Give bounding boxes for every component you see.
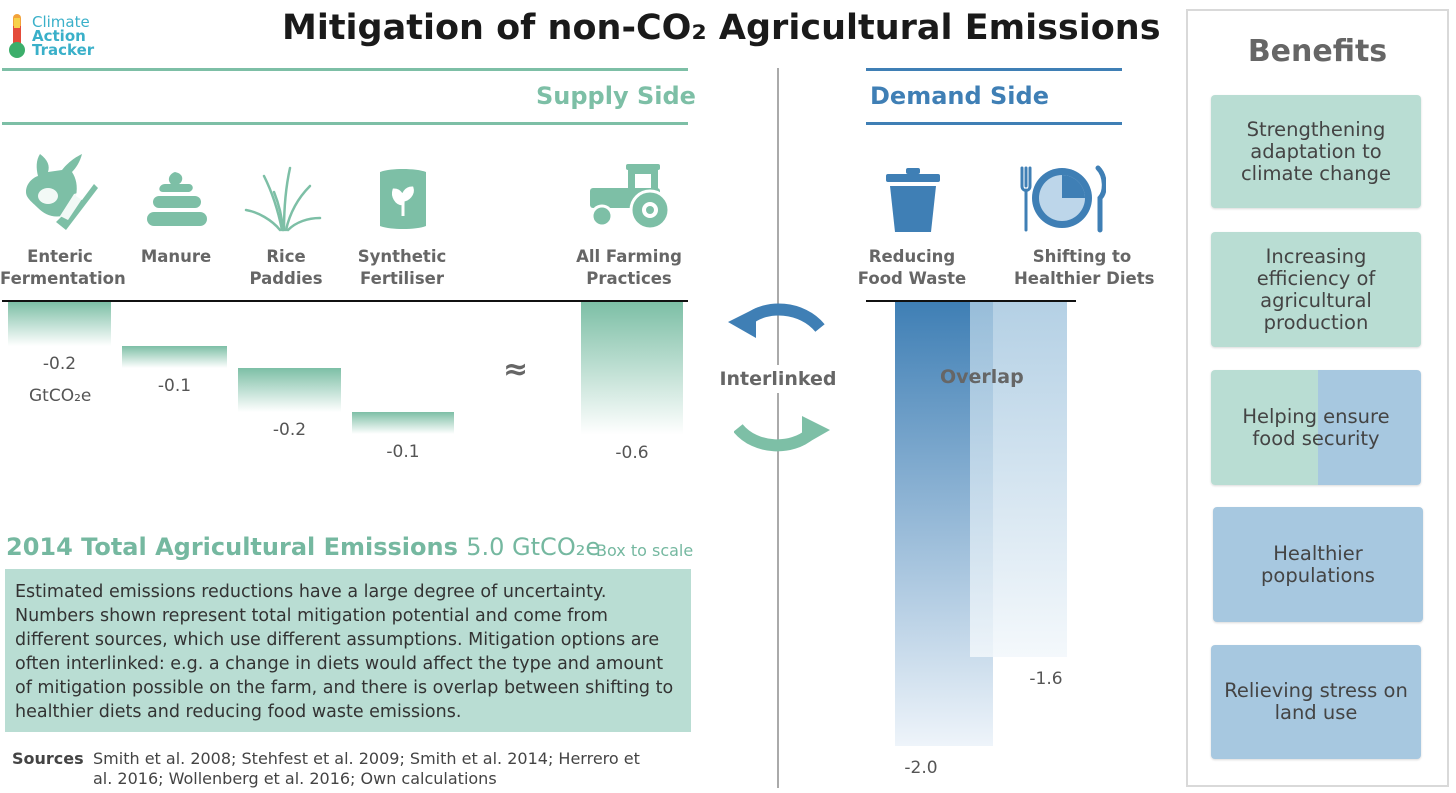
logo-line-climate: Climate [32,13,90,31]
benefit-efficiency: Increasing efficiency of agricultural pr… [1211,232,1421,347]
arrow-right-curved-icon [734,416,830,452]
demand-bottom-rule [866,122,1122,125]
demand-bar-1 [970,302,1067,658]
logo-line-tracker: Tracker [32,41,95,59]
supply-bar-4 [581,302,683,435]
logo-line-action: Action [32,27,86,45]
label-manure-line1: Manure [140,247,212,266]
label-food-waste-line1: Reducing [868,247,956,266]
sources-text: Smith et al. 2008; Stehfest et al. 2009;… [93,749,640,788]
label-food-waste: Reducing Food Waste [852,246,972,290]
label-enteric-line1: Enteric [27,247,93,266]
sources-label: Sources [12,749,84,768]
label-fertiliser-line1: Synthetic [357,247,447,266]
side-divider [777,68,779,788]
label-rice: Rice Paddies [236,246,336,290]
label-fertiliser-line2: Fertiliser [360,269,444,288]
benefit-health: Healthier populations [1213,507,1423,622]
logo: Climate Action Tracker [4,12,104,60]
demand-value-label-0: -2.0 [904,758,938,778]
supply-axis-baseline [2,300,688,302]
supply-top-rule [2,68,688,71]
rice-plant-icon [244,166,322,232]
supply-bar-3 [352,412,454,434]
supply-value-label-4: -0.6 [615,443,649,463]
supply-value-label-2: -0.2 [272,420,307,440]
label-enteric-line2: Fermentation [0,269,126,288]
demand-heading: Demand Side [870,82,1049,110]
label-all-farming-line1: All Farming [576,247,682,266]
supply-bottom-rule [2,122,688,125]
tractor-icon [590,164,671,231]
interlinked-label: Interlinked [718,365,838,393]
supply-bar-2 [238,368,341,412]
supply-bar-0 [8,302,111,346]
manure-icon [147,172,207,226]
benefit-land-use: Relieving stress on land use [1211,645,1421,759]
trash-bin-icon [886,168,940,232]
plate-cutlery-icon [1020,165,1106,233]
supply-value-label-3: -0.1 [386,442,420,462]
box-to-scale-note: Box to scale [596,541,694,560]
arrow-left-curved-icon [728,303,825,338]
overlap-label: Overlap [940,366,1024,388]
page-title: Mitigation of non-CO₂ Agricultural Emiss… [282,8,1161,48]
label-manure: Manure [126,246,226,268]
uncertainty-note: Estimated emissions reductions have a la… [5,569,691,732]
unit-label: GtCO₂e [29,386,92,406]
totals-title-text: 2014 Total Agricultural Emissions [6,533,458,561]
label-food-waste-line2: Food Waste [857,269,967,288]
benefit-food-security: Helping ensure food security [1211,370,1421,485]
approx-symbol: ≈ [503,352,529,387]
totals-title: 2014 Total Agricultural Emissions 5.0 Gt… [6,533,600,561]
label-diets: Shifting to Healthier Diets [1014,246,1155,290]
label-enteric: Enteric Fermentation [0,246,126,290]
label-all-farming: All Farming Practices [574,246,684,290]
cow-icon [26,154,98,230]
demand-value-label-1: -1.6 [1029,669,1063,690]
label-rice-line2: Paddies [249,269,323,288]
fertiliser-bag-icon [380,169,426,229]
label-diets-line2: Healthier Diets [1014,269,1155,288]
supply-value-label-1: -0.1 [157,376,192,396]
supply-bar-1 [122,346,227,368]
thermometer-icon [9,14,25,58]
label-fertiliser: Synthetic Fertiliser [352,246,452,290]
benefit-adaptation: Strengthening adaptation to climate chan… [1211,95,1421,208]
demand-top-rule [866,68,1122,71]
supply-heading: Supply Side [536,82,696,110]
benefits-title: Benefits [1247,34,1388,69]
label-all-farming-line2: Practices [586,269,672,288]
supply-value-label-0: -0.2 [42,354,77,374]
label-diets-line1: Shifting to [1032,247,1132,266]
demand-axis-baseline [866,300,1076,302]
totals-value: 5.0 GtCO₂e [466,533,601,561]
label-rice-line1: Rice [266,247,306,266]
